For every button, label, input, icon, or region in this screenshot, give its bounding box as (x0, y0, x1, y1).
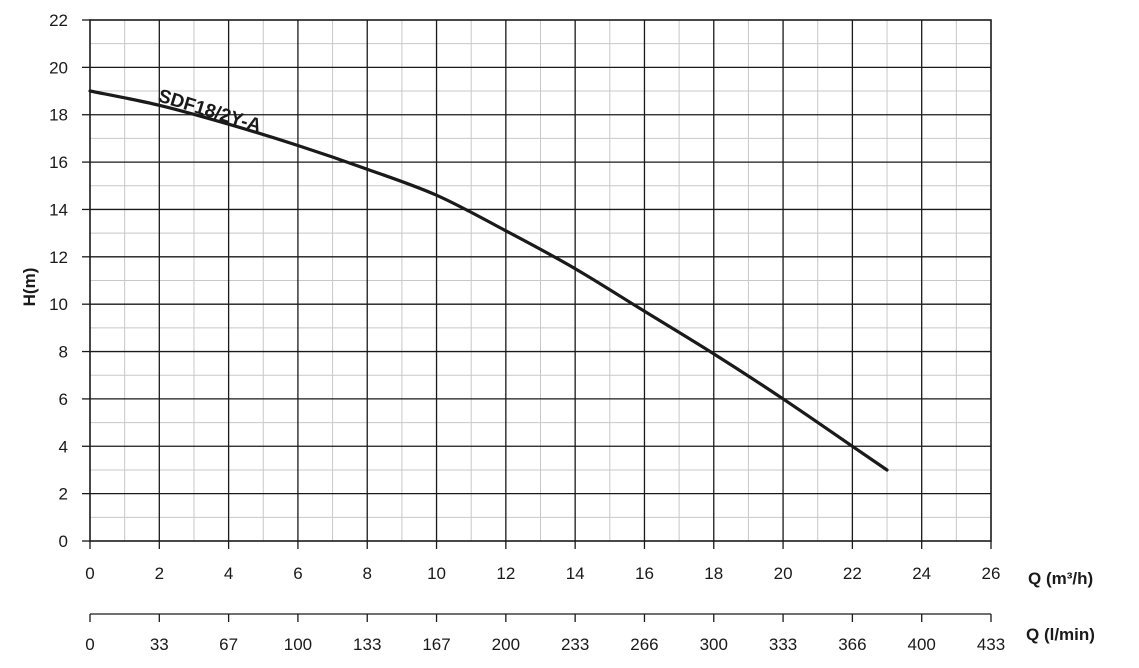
y-tick-label: 12 (49, 248, 68, 267)
y-tick-label: 18 (49, 106, 68, 125)
x-tick-label: 10 (427, 564, 446, 583)
x2-tick-label: 233 (561, 635, 589, 654)
x2-tick-label: 0 (85, 635, 94, 654)
y-tick-label: 14 (49, 200, 68, 219)
x-tick-label: 14 (566, 564, 585, 583)
y-tick-label: 4 (59, 437, 68, 456)
y-tick-label: 8 (59, 343, 68, 362)
y-axis-ticks: 0 2 4 6 8 10 12 14 16 18 20 22 (49, 11, 90, 551)
x2-tick-label: 366 (838, 635, 866, 654)
x-tick-label: 26 (982, 564, 1001, 583)
x2-tick-label: 33 (150, 635, 169, 654)
x2-tick-label: 100 (284, 635, 312, 654)
x2-tick-label: 167 (422, 635, 450, 654)
y-axis-title: H(m) (20, 268, 39, 307)
y-tick-label: 22 (49, 11, 68, 30)
y-tick-label: 0 (59, 532, 68, 551)
y-tick-label: 2 (59, 485, 68, 504)
y-tick-label: 6 (59, 390, 68, 409)
x-tick-label: 22 (843, 564, 862, 583)
series-line (88, 89, 889, 472)
plot-border (89, 19, 992, 542)
x-tick-label: 12 (496, 564, 515, 583)
y-tick-label: 20 (49, 58, 68, 77)
x2-tick-label: 133 (353, 635, 381, 654)
x-tick-label: 4 (224, 564, 233, 583)
plot-frame (89, 19, 992, 542)
x2-tick-label: 400 (908, 635, 936, 654)
x-tick-label: 6 (293, 564, 302, 583)
x-tick-label: 20 (774, 564, 793, 583)
x2-tick-label: 67 (219, 635, 238, 654)
x2-tick-label: 333 (769, 635, 797, 654)
x-tick-label: 0 (85, 564, 94, 583)
x2-tick-label: 200 (492, 635, 520, 654)
minor-grid (90, 20, 991, 541)
x2-tick-label: 433 (977, 635, 1005, 654)
x2-tick-label: 300 (700, 635, 728, 654)
x-tick-label: 2 (155, 564, 164, 583)
x-axis-title: Q (m³/h) (1028, 569, 1093, 588)
x-axis-secondary-title: Q (l/min) (1026, 625, 1095, 644)
y-tick-label: 10 (49, 295, 68, 314)
y-tick-label: 16 (49, 153, 68, 172)
x-tick-label: 24 (912, 564, 931, 583)
x-axis-ticks: 0 2 4 6 8 10 12 14 16 18 20 22 24 26 (85, 541, 1000, 583)
x2-tick-label: 266 (630, 635, 658, 654)
major-grid (90, 20, 991, 541)
secondary-x-axis: 0 33 67 100 133 167 200 233 266 300 333 366 400 433 (85, 613, 1005, 654)
series-label: SDF18/2Y-A (156, 86, 264, 137)
x-tick-label: 18 (704, 564, 723, 583)
series-layer (88, 89, 889, 472)
x-tick-label: 16 (635, 564, 654, 583)
x-tick-label: 8 (362, 564, 371, 583)
